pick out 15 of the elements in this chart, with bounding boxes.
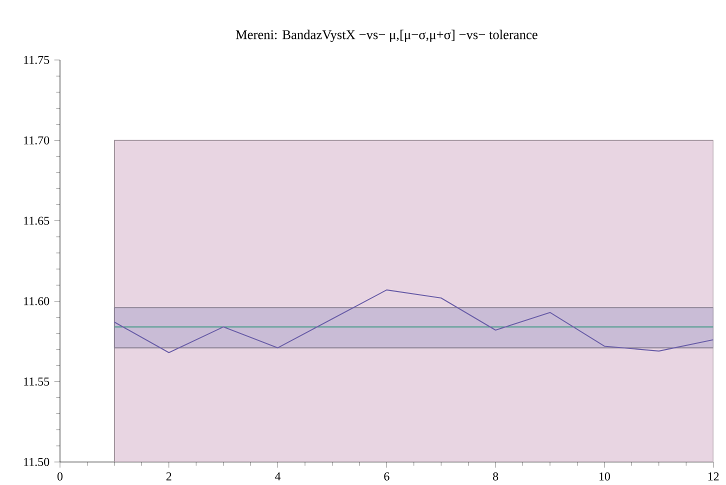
x-tick-label: 12 xyxy=(708,472,719,480)
chart-title: Mereni: BandazVystX −vs− μ,[μ−σ,μ+σ] −vs− tolerance xyxy=(236,30,538,42)
y-tick-label: 11.75 xyxy=(24,56,50,64)
y-tick-label: 11.65 xyxy=(24,216,50,225)
x-tick-label: 10 xyxy=(599,472,610,481)
x-tick-label: 4 xyxy=(275,472,281,480)
line-series xyxy=(114,289,714,354)
x-tick-label: 6 xyxy=(384,472,390,480)
x-tick-label: 8 xyxy=(493,472,498,481)
y-tick-label: 11.70 xyxy=(24,136,50,144)
x-tick-label: 2 xyxy=(166,472,172,480)
x-tick-label: 0 xyxy=(57,472,63,481)
y-tick-label: 11.55 xyxy=(24,378,50,386)
y-tick-label: 11.60 xyxy=(24,297,50,306)
y-tick-label: 11.50 xyxy=(24,458,50,466)
